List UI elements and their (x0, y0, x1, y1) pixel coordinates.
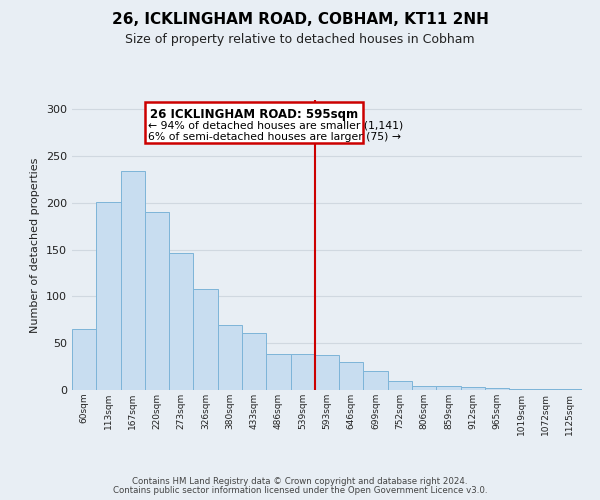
Text: Contains public sector information licensed under the Open Government Licence v3: Contains public sector information licen… (113, 486, 487, 495)
Bar (145, 212, 169, 390)
FancyBboxPatch shape (145, 102, 364, 143)
Bar (412, 386, 436, 390)
Bar (290, 354, 315, 390)
Bar (169, 254, 193, 390)
Bar (436, 386, 461, 390)
Bar (72, 329, 96, 390)
Text: 26 ICKLINGHAM ROAD: 595sqm: 26 ICKLINGHAM ROAD: 595sqm (150, 108, 358, 122)
Text: 26, ICKLINGHAM ROAD, COBHAM, KT11 2NH: 26, ICKLINGHAM ROAD, COBHAM, KT11 2NH (112, 12, 488, 28)
Bar (509, 389, 533, 390)
Bar (558, 389, 582, 390)
Text: Size of property relative to detached houses in Cobham: Size of property relative to detached ho… (125, 32, 475, 46)
Y-axis label: Number of detached properties: Number of detached properties (31, 158, 40, 332)
Text: 6% of semi-detached houses are larger (75) →: 6% of semi-detached houses are larger (7… (149, 132, 401, 142)
Bar (485, 388, 509, 390)
Text: Contains HM Land Registry data © Crown copyright and database right 2024.: Contains HM Land Registry data © Crown c… (132, 477, 468, 486)
Bar (121, 171, 145, 390)
Bar (533, 389, 558, 390)
Bar (242, 333, 266, 390)
Bar (218, 326, 242, 390)
Bar (193, 289, 218, 390)
Bar (364, 372, 388, 390)
Bar (96, 202, 121, 390)
Text: ← 94% of detached houses are smaller (1,141): ← 94% of detached houses are smaller (1,… (149, 120, 404, 130)
Bar (339, 362, 364, 390)
Bar (461, 387, 485, 390)
Bar (315, 356, 339, 390)
Bar (388, 380, 412, 390)
Bar (266, 354, 290, 390)
